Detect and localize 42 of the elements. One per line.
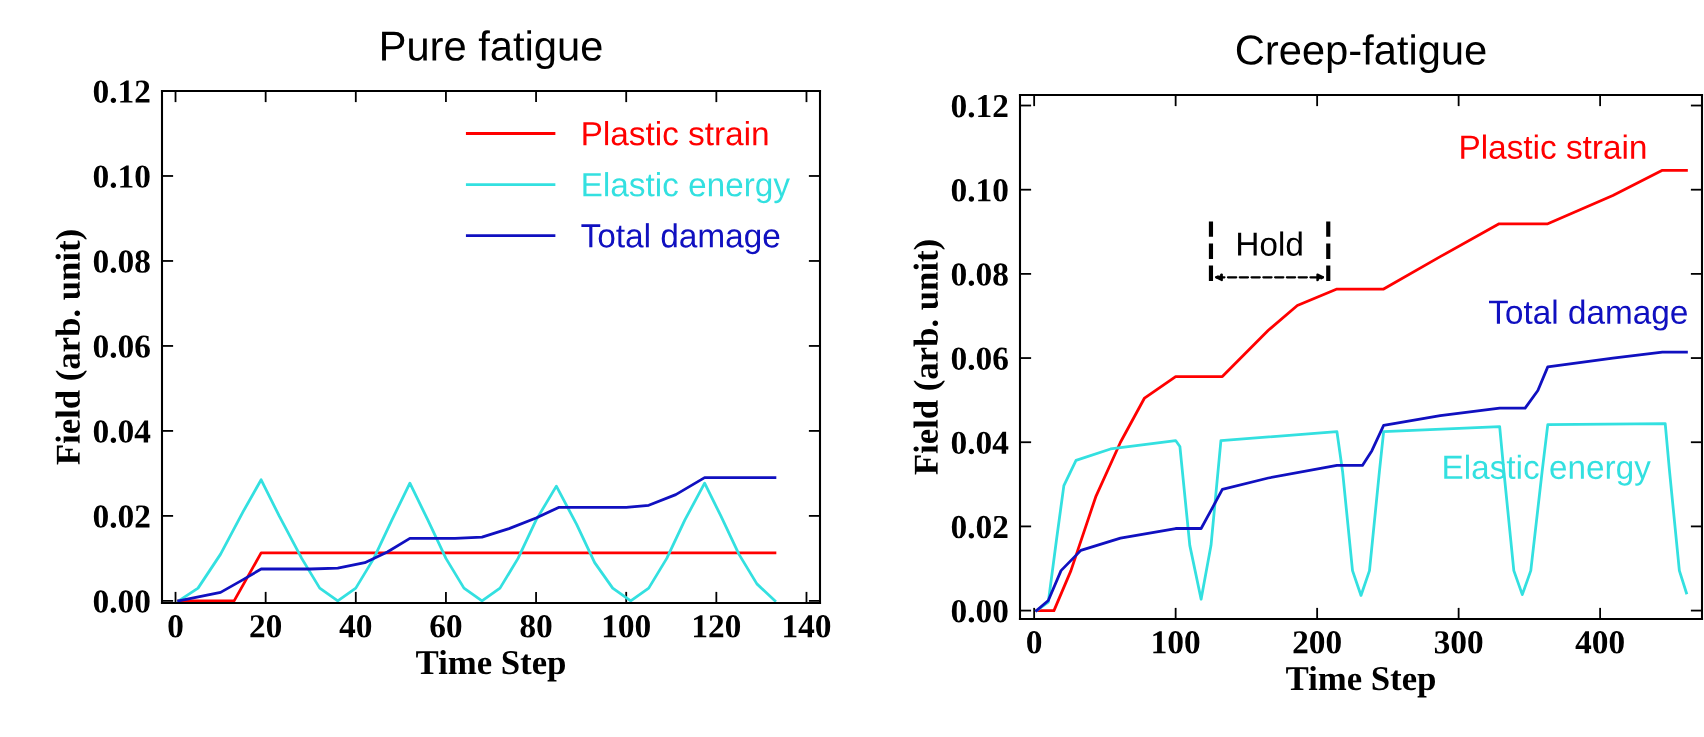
x-tick-label: 0 — [1027, 631, 1042, 654]
x-tick-label: 100 — [603, 615, 650, 638]
x-tick-label: 0 — [168, 615, 183, 638]
y-tick-label: 0.00 — [93, 590, 150, 613]
annotation: Hold — [1238, 231, 1302, 256]
y-tick-label: 0.08 — [951, 263, 1008, 286]
x-tick-label: 140 — [784, 615, 831, 638]
y-tick-label: 0.10 — [951, 179, 1008, 202]
x-tick-label: 200 — [1293, 631, 1341, 654]
x-tick-label: 20 — [250, 615, 282, 638]
y-tick-label: 0.08 — [93, 250, 150, 273]
series-label: Total damage — [1489, 299, 1687, 331]
y-tick-label: 0.02 — [951, 515, 1008, 539]
y-axis-title: Field (arb. unit) — [55, 230, 87, 465]
x-tick-label: 60 — [430, 615, 462, 638]
x-tick-label: 80 — [520, 615, 552, 638]
chart-title: Pure fatigue — [382, 30, 602, 70]
x-tick-label: 100 — [1153, 631, 1200, 654]
y-tick-label: 0.04 — [93, 420, 151, 443]
legend-label: Total damage — [581, 223, 780, 255]
x-axis-title: Time Step — [416, 649, 565, 682]
legend-label: Plastic strain — [583, 121, 768, 146]
x-tick-label: 40 — [339, 615, 372, 638]
y-axis-title: Field (arb. unit) — [913, 240, 945, 475]
legend-label: Elastic energy — [583, 172, 790, 204]
x-tick-label: 120 — [694, 615, 741, 638]
y-tick-label: 0.06 — [93, 335, 150, 358]
y-tick-label: 0.12 — [93, 80, 150, 104]
y-tick-label: 0.12 — [951, 94, 1008, 118]
x-tick-label: 300 — [1434, 631, 1483, 654]
line-series — [1035, 168, 1688, 612]
y-tick-label: 0.10 — [93, 165, 150, 189]
y-tick-label: 0.04 — [951, 431, 1009, 455]
line-series — [1035, 350, 1688, 612]
y-tick-label: 0.06 — [951, 347, 1008, 371]
y-tick-label: 0.00 — [951, 599, 1008, 623]
chart-title: Creep-fatigue — [1236, 34, 1486, 74]
y-tick-label: 0.02 — [93, 505, 150, 528]
series-label: Plastic strain — [1461, 134, 1646, 159]
line-series — [1035, 422, 1688, 612]
x-axis-title: Time Step — [1286, 665, 1435, 698]
x-tick-label: 400 — [1575, 631, 1624, 654]
